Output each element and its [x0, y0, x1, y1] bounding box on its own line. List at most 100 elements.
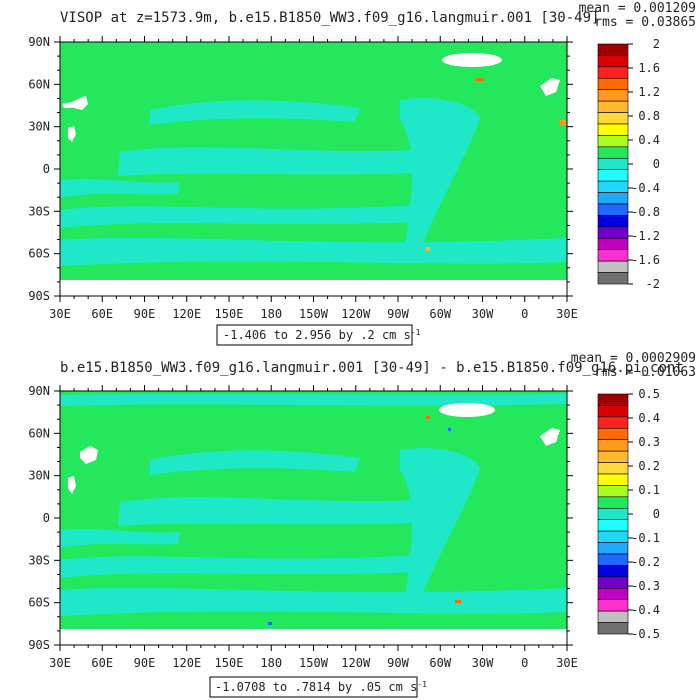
- top-anomaly-south-atlantic: [426, 247, 430, 251]
- bottom-colorbar-swatch: [597, 622, 629, 635]
- top-colorbar: 2 1.6 1.2 0.8 0.4 0 -0.4 -0.8 -1.2 -1.6 -2: [597, 37, 660, 291]
- bottom-colorbar-label: -0.5: [631, 627, 660, 641]
- bottom-anomaly-d: [268, 622, 272, 625]
- top-colorbar-swatch: [597, 100, 629, 113]
- top-colorbar-swatch: [597, 203, 629, 216]
- top-colorbar-swatch: [597, 43, 629, 56]
- top-colorbar-swatch: [597, 66, 629, 79]
- top-colorbar-label: 1.6: [638, 61, 660, 75]
- top-colorbar-label: 2: [653, 37, 660, 51]
- bottom-lon-label: 30E: [556, 656, 578, 670]
- bottom-colorbar-label: -0.1: [631, 531, 660, 545]
- bottom-indian-band: [60, 528, 180, 548]
- top-panel-title: VISOP at z=1573.9m, b.e15.B1850_WW3.f09_…: [60, 10, 599, 26]
- bottom-colorbar-swatch: [597, 496, 629, 509]
- top-lat-labels: 90N 60N 30N 0 30S 60S 90S: [28, 35, 50, 303]
- bottom-lat-labels: 90N 60N 30N 0 30S 60S 90S: [28, 384, 50, 652]
- top-lat-label: 60N: [28, 77, 50, 91]
- bottom-range-box: [209, 676, 418, 698]
- bottom-colorbar-swatch: [597, 439, 629, 452]
- top-colorbar-label: -1.6: [631, 253, 660, 267]
- bottom-lat-label: 30N: [28, 469, 50, 483]
- top-land-patch-east: [540, 78, 560, 96]
- bottom-lat-label: 30S: [28, 553, 50, 567]
- bottom-colorbar-label: -0.2: [631, 555, 660, 569]
- bottom-colorbar-swatch: [597, 553, 629, 566]
- bottom-lon-label: 90E: [134, 656, 156, 670]
- bottom-lon-label: 120E: [172, 656, 201, 670]
- top-colorbar-swatch: [597, 237, 629, 251]
- top-anomaly-east: [560, 120, 566, 125]
- top-colorbar-swatch: [597, 215, 629, 228]
- bottom-colorbar-label: 0.3: [638, 435, 660, 449]
- top-colorbar-swatch: [597, 169, 629, 182]
- bottom-colorbar-label: 0.1: [638, 483, 660, 497]
- bottom-colorbar-swatch: [597, 450, 629, 463]
- top-colorbar-swatch: [597, 123, 629, 136]
- top-lon-label: 150W: [299, 307, 329, 321]
- top-lon-label: 180: [260, 307, 282, 321]
- bottom-lat-label: 90N: [28, 384, 50, 398]
- top-north-pacific-band: [150, 100, 360, 125]
- top-panel: VISOP at z=1573.9m, b.e15.B1850_WW3.f09_…: [28, 1, 696, 346]
- top-southern-band: [60, 237, 567, 266]
- top-map: 90N 60N 30N 0 30S 60S 90S 30E 60E 90E 120E 150E 180…: [28, 35, 578, 321]
- top-south-band: [60, 205, 420, 228]
- bottom-anomaly-a: [426, 416, 430, 419]
- top-lon-label: 120E: [172, 307, 201, 321]
- top-panel-mean: mean = 0.001209: [579, 1, 696, 16]
- top-land-patch-small: [68, 126, 76, 142]
- top-lat-label: 0: [43, 162, 50, 176]
- bottom-tick-marks: [54, 385, 573, 651]
- top-lon-labels: 30E 60E 90E 120E 150E 180 150W 120W 90W 60W 30W 0 30…: [49, 307, 578, 321]
- bottom-greenland-mask: [439, 403, 495, 417]
- bottom-colorbar-swatch: [597, 587, 629, 601]
- bottom-colorbar-label: -0.3: [631, 579, 660, 593]
- bottom-colorbar-swatch: [597, 565, 629, 578]
- top-colorbar-swatch: [597, 272, 629, 285]
- top-colorbar-swatch: [597, 180, 629, 193]
- top-colorbar-swatch: [597, 112, 629, 125]
- top-indian-band: [60, 178, 180, 198]
- bottom-land-patch-west: [80, 446, 98, 464]
- bottom-colorbar-swatch: [597, 519, 629, 532]
- bottom-north-pacific-band: [150, 450, 360, 475]
- bottom-colorbar-swatch: [597, 530, 629, 543]
- bottom-land-patch-small: [68, 476, 76, 494]
- bottom-arctic-band: [60, 393, 567, 406]
- top-tick-marks: [54, 36, 573, 302]
- top-lon-label: 90W: [387, 307, 409, 321]
- bottom-colorbar-swatch: [597, 485, 629, 498]
- bottom-colorbar-swatch: [597, 507, 629, 521]
- top-colorbar-label: -0.4: [631, 181, 660, 195]
- top-equatorial-band: [118, 147, 430, 176]
- bottom-panel: b.e15.B1850_WW3.f09_g16.langmuir.001 [30…: [28, 351, 696, 698]
- top-range-text: -1.406 to 2.956 by .2 cm s-1: [223, 328, 421, 343]
- top-lon-label: 120W: [341, 307, 371, 321]
- top-lat-label: 90N: [28, 35, 50, 49]
- top-colorbar-swatch: [597, 260, 629, 273]
- bottom-southern-band: [60, 587, 567, 616]
- bottom-colorbar-swatch: [597, 462, 629, 475]
- bottom-colorbar-swatch: [597, 393, 629, 406]
- top-colorbar-swatch: [597, 55, 629, 68]
- bottom-equatorial-band: [118, 497, 430, 526]
- bottom-colorbar-swatch: [597, 473, 629, 486]
- top-lon-label: 0: [521, 307, 528, 321]
- bottom-colorbar-swatch: [597, 405, 629, 418]
- top-anomaly-north-atlantic: [476, 78, 484, 81]
- bottom-lon-labels: 30E 60E 90E 120E 150E 180 150W 120W 90W 60W 30W 0 30…: [49, 656, 578, 670]
- bottom-colorbar-swatch: [597, 599, 629, 612]
- bottom-colorbar-label: -0.4: [631, 603, 660, 617]
- bottom-lon-label: 150W: [299, 656, 329, 670]
- top-colorbar-swatch: [597, 192, 629, 205]
- bottom-panel-title: b.e15.B1850_WW3.f09_g16.langmuir.001 [30…: [60, 360, 684, 376]
- top-panel-rms: rms = 0.03865: [594, 15, 696, 30]
- bottom-range-text: -1.0708 to .7814 by .05 cm s-1: [215, 680, 427, 695]
- top-lon-label: 60E: [91, 307, 113, 321]
- bottom-lon-label: 60W: [429, 656, 451, 670]
- bottom-lon-label: 150E: [215, 656, 244, 670]
- bottom-lon-label: 30W: [472, 656, 494, 670]
- bottom-map: 90N 60N 30N 0 30S 60S 90S 30E 60E 90E 120E 150E 180…: [28, 384, 578, 670]
